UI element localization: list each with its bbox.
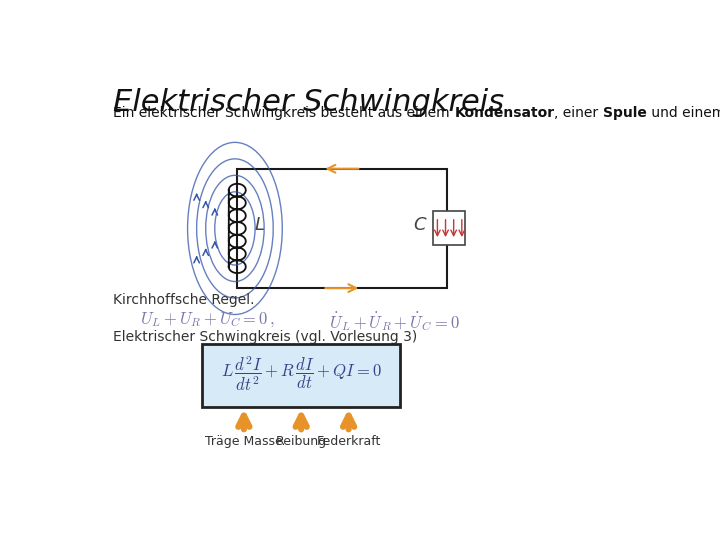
Text: Träge Masse: Träge Masse <box>205 435 283 448</box>
Text: Federkraft: Federkraft <box>316 435 381 448</box>
Text: Elektrischer Schwingkreis: Elektrischer Schwingkreis <box>113 88 505 117</box>
Text: $\dot{U}_L + \dot{U}_R + \dot{U}_C = 0$: $\dot{U}_L + \dot{U}_R + \dot{U}_C = 0$ <box>329 309 459 333</box>
Text: $U_L + U_R + U_C = 0\,,$: $U_L + U_R + U_C = 0\,,$ <box>140 309 275 329</box>
Text: Kirchhoffsche Regel.: Kirchhoffsche Regel. <box>113 294 255 307</box>
Text: Reibung: Reibung <box>276 435 327 448</box>
Bar <box>238 168 446 288</box>
Text: Ein elektrischer Schwingkreis besteht aus einem: Ein elektrischer Schwingkreis besteht au… <box>113 106 454 120</box>
Text: $L\,\dfrac{d^2I}{dt^2} + R\,\dfrac{dI}{dt} + QI = 0$: $L\,\dfrac{d^2I}{dt^2} + R\,\dfrac{dI}{d… <box>221 354 382 393</box>
Text: C: C <box>414 215 426 234</box>
Text: , einer: , einer <box>554 106 603 120</box>
Text: Kondensator: Kondensator <box>454 106 554 120</box>
Bar <box>433 212 465 245</box>
Text: Elektrischer Schwingkreis (vgl. Vorlesung 3): Elektrischer Schwingkreis (vgl. Vorlesun… <box>113 330 418 343</box>
Bar <box>202 343 400 408</box>
Text: und einem: und einem <box>647 106 720 120</box>
Text: Spule: Spule <box>603 106 647 120</box>
Text: L: L <box>254 215 264 234</box>
